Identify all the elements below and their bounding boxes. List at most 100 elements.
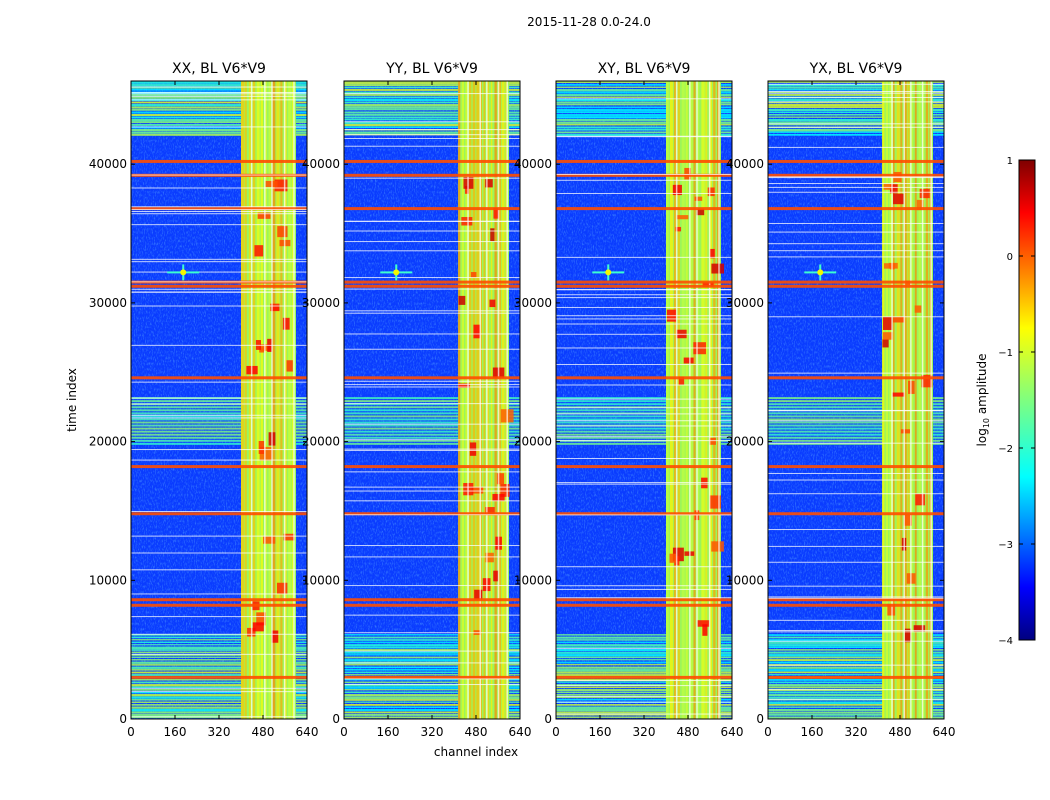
flag-line [131, 616, 307, 618]
flag-line [344, 241, 520, 243]
noise-stripe [131, 711, 307, 714]
hot-patch [882, 332, 893, 340]
noise-stripe [131, 109, 307, 111]
hot-patch [458, 383, 470, 388]
bright-column [911, 81, 914, 719]
flag-line [556, 585, 732, 587]
column-gap [293, 81, 295, 719]
colorbar-tick-label: 0 [1007, 252, 1013, 263]
bright-column [268, 81, 272, 719]
hot-patch [256, 612, 266, 626]
flag-line [131, 213, 307, 215]
bright-column [929, 81, 932, 719]
noise-stripe [344, 91, 520, 94]
rfi-band [768, 512, 944, 516]
flag-line [556, 289, 732, 291]
y-tick-label: 10000 [89, 573, 127, 587]
flag-line [344, 220, 520, 222]
hot-patch [921, 375, 933, 388]
bright-column [673, 81, 677, 719]
noise-stripe [768, 636, 944, 639]
noise-stripe [131, 639, 307, 641]
rfi-band [768, 465, 944, 469]
noise-stripe [556, 89, 732, 92]
mid-stripe [131, 421, 307, 424]
bright-column [882, 81, 885, 719]
flag-line [768, 597, 944, 599]
x-tick-label: 640 [721, 725, 744, 739]
mid-stripe [556, 427, 732, 430]
flag-line [768, 529, 944, 531]
y-tick-label: 10000 [302, 573, 340, 587]
mid-stripe [131, 442, 307, 445]
rfi-band [556, 465, 732, 469]
flag-line [131, 535, 307, 537]
panel-title: XX, BL V6*V9 [172, 61, 266, 77]
rfi-band [556, 512, 732, 516]
x-tick-label: 0 [764, 725, 772, 739]
noise-stripe [344, 101, 520, 104]
noise-stripe [556, 116, 732, 119]
x-tick-label: 320 [421, 725, 444, 739]
noise-stripe [768, 714, 944, 716]
mid-stripe [556, 430, 732, 433]
mid-stripe [556, 433, 732, 436]
noise-stripe [131, 634, 307, 636]
noise-stripe [556, 641, 732, 644]
noise-stripe [556, 714, 732, 716]
noise-stripe [768, 106, 944, 109]
column-gap [486, 81, 488, 719]
rfi-band [556, 284, 732, 288]
rfi-band [344, 376, 520, 380]
rfi-band [768, 284, 944, 288]
hot-patch [485, 552, 494, 563]
flag-line [556, 323, 732, 325]
noise-stripe [556, 639, 732, 641]
noise-stripe [768, 639, 944, 642]
flag-line [768, 92, 944, 94]
mid-stripe [344, 421, 520, 424]
hot-patch [709, 248, 715, 259]
flag-line [768, 316, 944, 318]
flag-line [768, 629, 944, 631]
flag-line [344, 348, 520, 350]
noise-stripe [768, 659, 944, 662]
noise-stripe [556, 128, 732, 131]
rfi-band [131, 284, 307, 288]
noise-stripe [344, 696, 520, 700]
flag-line [768, 250, 944, 252]
flag-line [131, 653, 307, 655]
noise-stripe [556, 121, 732, 124]
flag-line [344, 632, 520, 634]
flag-line [556, 297, 732, 299]
mid-stripe [556, 406, 732, 409]
mid-stripe [344, 424, 520, 427]
rfi-band [344, 675, 520, 679]
y-tick-label: 40000 [302, 157, 340, 171]
bright-column [685, 81, 688, 719]
noise-stripe [344, 96, 520, 99]
flag-line [344, 277, 520, 279]
flag-line [556, 483, 732, 485]
heatmap-image [131, 81, 307, 719]
noise-stripe [344, 121, 520, 124]
noise-stripe [344, 709, 520, 712]
noise-stripe [768, 701, 944, 704]
figure-suptitle: 2015-11-28 0.0-24.0 [527, 15, 651, 29]
flag-line [344, 662, 520, 664]
noise-stripe [556, 684, 732, 686]
point-source [605, 269, 612, 276]
noise-stripe [131, 651, 307, 654]
hot-patch [883, 263, 896, 269]
hot-patch [277, 226, 288, 238]
column-gap [506, 81, 508, 719]
mid-stripe [768, 397, 944, 400]
noise-stripe [344, 671, 520, 674]
noise-stripe [768, 696, 944, 699]
mid-stripe [768, 415, 944, 418]
noise-stripe [556, 106, 732, 109]
flag-line [344, 310, 520, 312]
noise-stripe [768, 104, 944, 107]
noise-stripe [768, 128, 944, 132]
bright-column [476, 81, 480, 719]
